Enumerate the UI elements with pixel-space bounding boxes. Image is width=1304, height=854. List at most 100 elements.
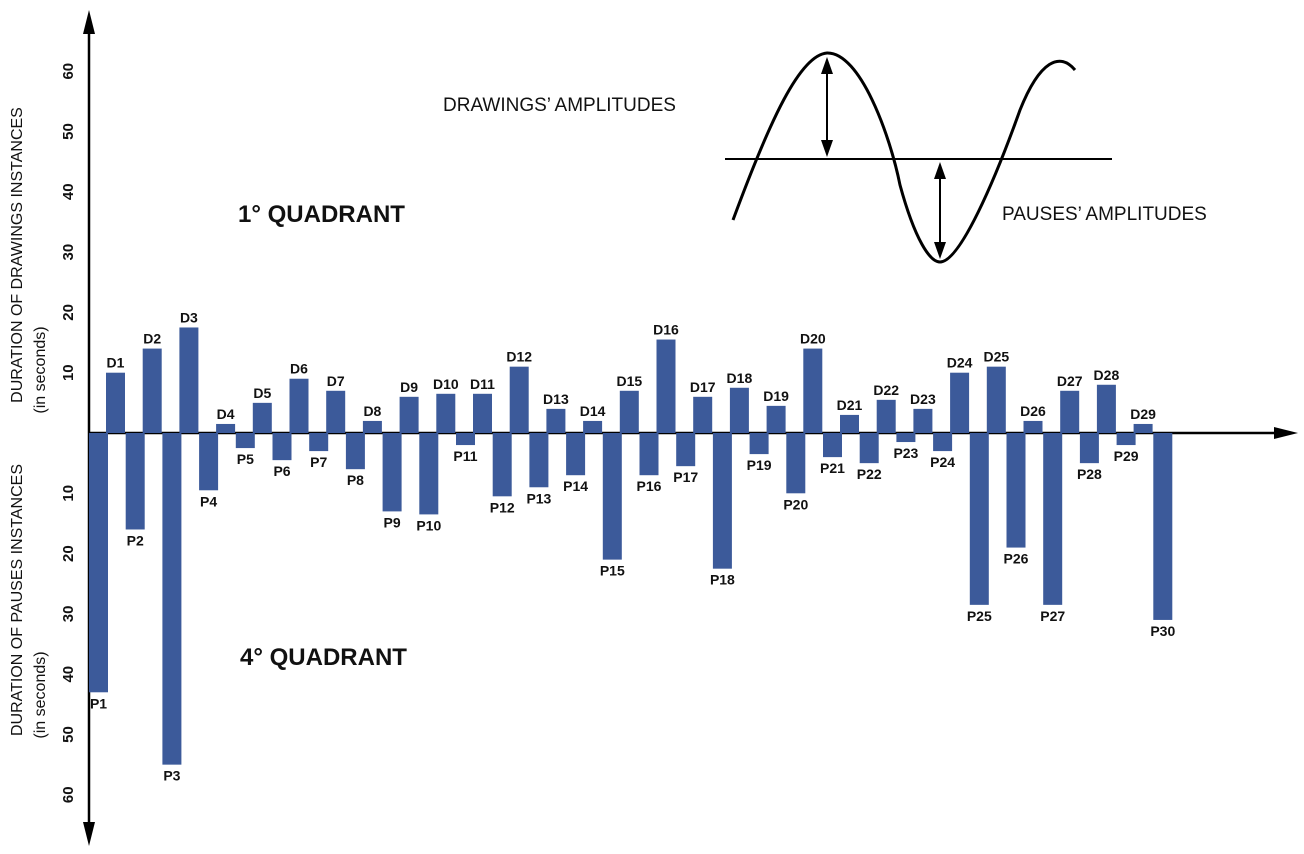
- pause-bar-p7: [309, 433, 329, 452]
- drawing-amplitude-arrowhead-bottom: [821, 140, 833, 157]
- drawing-bar-label-d7: D7: [327, 373, 345, 389]
- pause-bar-p29: [1116, 433, 1136, 446]
- pause-bar-p26: [1006, 433, 1026, 548]
- drawing-bar-d1: [106, 372, 125, 433]
- drawing-bar-label-d26: D26: [1020, 403, 1046, 419]
- drawing-bar-d9: [399, 396, 419, 433]
- lower-axis-title-line2: (in seconds): [32, 651, 49, 738]
- pause-bar-p27: [1043, 433, 1063, 605]
- drawing-bar-d15: [619, 390, 639, 433]
- pause-bar-p14: [566, 433, 586, 476]
- pause-bar-label-p1: P1: [90, 695, 107, 711]
- drawing-bar-d14: [583, 420, 603, 433]
- pause-bar-p8: [345, 433, 365, 470]
- pause-bar-label-p13: P13: [526, 490, 551, 506]
- pause-bar-label-p16: P16: [637, 478, 662, 494]
- drawing-bar-label-d24: D24: [947, 355, 973, 371]
- y-tick-down-60: 60: [60, 786, 77, 803]
- drawing-bar-d19: [766, 405, 786, 433]
- pause-bar-p21: [823, 433, 842, 458]
- pause-bar-p11: [456, 433, 475, 446]
- x-axis-arrow: [1274, 427, 1298, 439]
- drawing-bar-label-d29: D29: [1130, 406, 1156, 422]
- pauses-amplitudes-label: PAUSES’ AMPLITUDES: [1002, 204, 1207, 225]
- pause-bar-p19: [749, 433, 769, 455]
- drawing-bar-label-d9: D9: [400, 379, 418, 395]
- y-tick-down-20: 20: [60, 545, 77, 562]
- amplitude-inset-diagram: DRAWINGS’ AMPLITUDES PAUSES’ AMPLITUDES: [443, 51, 1207, 264]
- y-tick-up-60: 60: [60, 63, 77, 80]
- drawing-bar-label-d15: D15: [616, 373, 642, 389]
- pause-bar-p24: [933, 433, 953, 452]
- drawing-bar-d6: [289, 378, 309, 433]
- pause-amplitude-arrowhead-bottom: [934, 242, 946, 259]
- pause-bar-label-p28: P28: [1077, 466, 1102, 482]
- pause-bar-label-p6: P6: [273, 463, 290, 479]
- drawing-bar-d24: [950, 372, 970, 433]
- drawing-bar-d18: [729, 387, 749, 433]
- pause-bar-label-p7: P7: [310, 454, 327, 470]
- drawing-bar-d17: [693, 396, 713, 433]
- pause-bar-label-p24: P24: [930, 454, 955, 470]
- drawing-bar-label-d13: D13: [543, 391, 569, 407]
- pause-bar-label-p11: P11: [453, 448, 477, 464]
- y-tick-up-10: 10: [60, 364, 77, 381]
- pause-bar-p13: [529, 433, 549, 488]
- drawing-bar-label-d5: D5: [253, 385, 271, 401]
- drawing-bar-label-d4: D4: [217, 406, 235, 422]
- pause-bar-label-p10: P10: [416, 517, 441, 533]
- bars-group: P1 P2 P3 P4 P5 P6 P7 P8 P9 P10 P11 P12 P13 P14 P15 P16 P…: [89, 309, 1175, 784]
- upper-axis-title-line2: (in seconds): [32, 326, 49, 413]
- drawing-bar-label-d22: D22: [873, 382, 899, 398]
- pause-bar-label-p20: P20: [783, 496, 808, 512]
- drawing-bar-d10: [436, 393, 456, 433]
- drawing-bar-d29: [1133, 423, 1153, 433]
- drawing-bar-label-d25: D25: [983, 349, 1009, 365]
- pause-bar-label-p21: P21: [820, 460, 845, 476]
- pause-bar-label-p26: P26: [1004, 551, 1029, 567]
- pause-bar-label-p12: P12: [490, 499, 515, 515]
- pause-bar-p12: [492, 433, 512, 497]
- pause-bar-p6: [272, 433, 292, 461]
- pause-bar-label-p14: P14: [563, 478, 588, 494]
- drawing-bar-label-d20: D20: [800, 331, 826, 347]
- drawing-bar-d2: [142, 348, 162, 433]
- pause-bar-p18: [712, 433, 732, 569]
- pause-bar-p23: [896, 433, 916, 443]
- y-tick-up-20: 20: [60, 304, 77, 321]
- drawing-bar-d25: [986, 366, 1006, 433]
- pause-bar-p1: [89, 433, 108, 693]
- pause-bar-label-p5: P5: [237, 451, 254, 467]
- y-tick-down-30: 30: [60, 606, 77, 623]
- drawings-amplitudes-label: DRAWINGS’ AMPLITUDES: [443, 95, 676, 116]
- first-quadrant-label: 1° QUADRANT: [238, 201, 405, 228]
- y-tick-labels: 10 20 30 40 50 60 10 20 30 40 50 60: [60, 63, 77, 803]
- drawing-bar-label-d18: D18: [727, 370, 753, 386]
- pause-amplitude-arrowhead-top: [934, 162, 946, 179]
- pause-bar-p25: [969, 433, 989, 605]
- drawing-bar-label-d6: D6: [290, 361, 308, 377]
- drawing-bar-d16: [656, 339, 676, 433]
- pause-bar-label-p25: P25: [967, 608, 992, 624]
- pause-bar-label-p19: P19: [747, 457, 772, 473]
- pause-bar-p17: [676, 433, 696, 467]
- drawing-bar-label-d2: D2: [143, 331, 161, 347]
- pause-bar-label-p29: P29: [1114, 448, 1139, 464]
- lower-axis-title-line1: DURATION OF PAUSES INSTANCES: [9, 464, 26, 736]
- inset-sine-wave: [731, 51, 1077, 264]
- pause-bar-p20: [786, 433, 806, 494]
- pause-bar-label-p8: P8: [347, 472, 364, 488]
- drawing-bar-d21: [840, 414, 859, 433]
- drawing-amplitude-arrowhead-top: [821, 57, 833, 74]
- y-tick-down-10: 10: [60, 485, 77, 502]
- pause-bar-label-p9: P9: [384, 514, 401, 530]
- pause-bar-p16: [639, 433, 659, 476]
- pause-bar-label-p18: P18: [710, 572, 735, 588]
- y-axis-top-arrow: [83, 10, 95, 34]
- drawing-bar-d28: [1096, 384, 1116, 433]
- pause-bar-label-p17: P17: [673, 469, 698, 485]
- pause-bar-p15: [602, 433, 622, 560]
- y-tick-up-40: 40: [60, 183, 77, 200]
- drawing-bar-label-d11: D11: [470, 376, 495, 392]
- pause-bar-label-p3: P3: [163, 768, 180, 784]
